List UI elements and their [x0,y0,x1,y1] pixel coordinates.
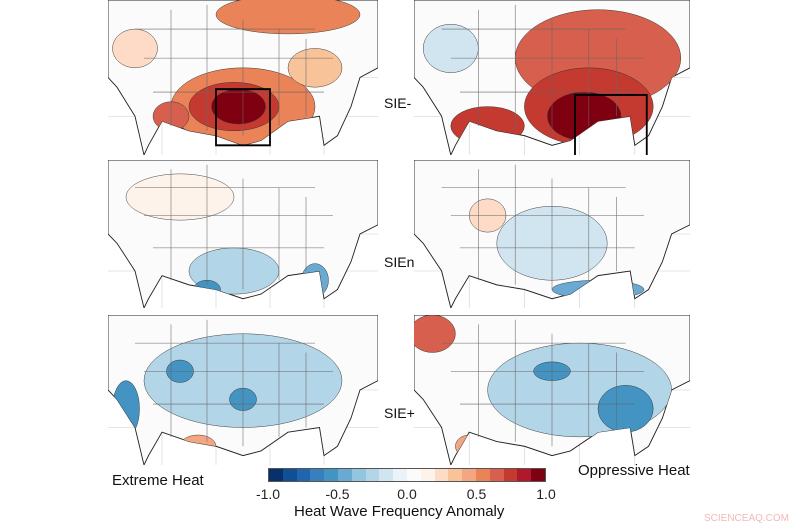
map-extreme-heat-sie-minus [108,0,378,155]
colorbar-bin [531,469,545,481]
colorbar-tick-label: -0.5 [325,486,350,502]
colorbar-bin [324,469,338,481]
colorbar-bin [365,469,380,481]
colorbar-bin [462,469,476,481]
colorbar-bin [517,469,532,481]
row-label-sie-plus: SIE+ [384,405,415,421]
colorbar-bin [379,469,394,481]
colorbar-bin [475,469,490,481]
colorbar-tick-label: 1.0 [536,486,556,502]
column-label-left: Extreme Heat [112,472,204,489]
colorbar-bin [296,469,311,481]
colorbar-tick-label: -1.0 [255,486,281,502]
colorbar-bin [351,469,366,481]
colorbar-bin [448,469,463,481]
row-label-sie-minus: SIE- [384,95,412,111]
map-oppressive-heat-sie-plus [414,315,690,465]
colorbar-tick-label: 0.0 [397,486,417,502]
row-label-sie-neutral: SIEn [384,254,415,270]
map-oppressive-heat-sie-minus [414,0,690,155]
colorbar-bin [434,469,449,481]
colorbar-bin [503,469,518,481]
colorbar-bin [393,469,407,481]
map-extreme-heat-sie-plus [108,315,378,465]
colorbar-bin [337,469,352,481]
colorbar-bin [489,469,504,481]
colorbar-bin [310,469,325,481]
colorbar [268,468,546,482]
colorbar-title: Heat Wave Frequency Anomaly [294,503,505,520]
watermark: SCIENCEAQ.COM [704,513,790,524]
colorbar-tick-label: 0.5 [466,486,487,502]
map-oppressive-heat-sie-neutral [414,160,690,308]
column-label-right: Oppressive Heat [578,462,690,479]
colorbar-bin [406,469,421,481]
colorbar-bin [269,469,283,481]
colorbar-bin [420,469,435,481]
colorbar-bin [282,469,297,481]
map-extreme-heat-sie-neutral [108,160,378,308]
